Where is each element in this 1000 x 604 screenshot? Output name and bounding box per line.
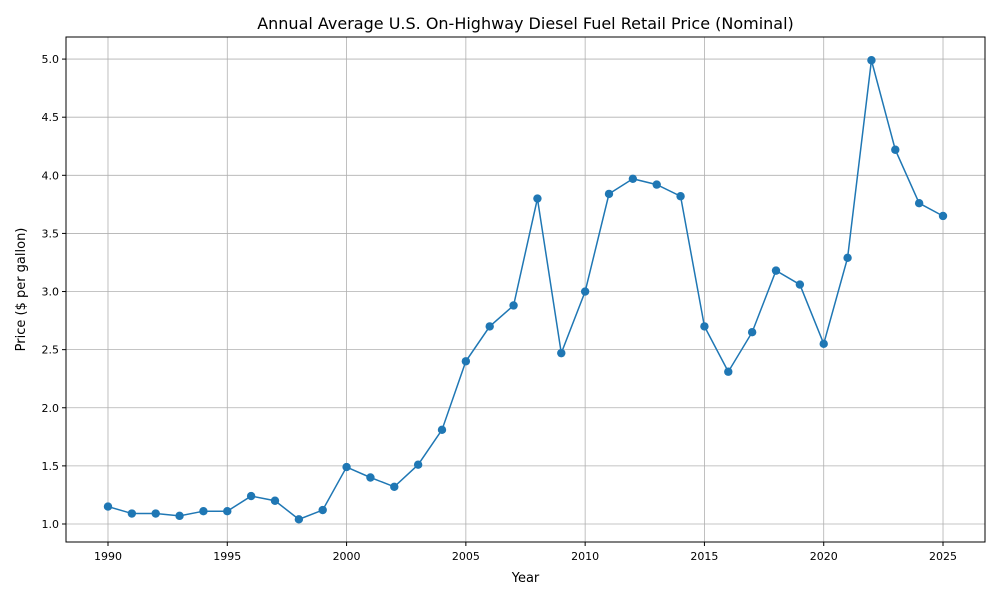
data-point-2005 [461,357,471,366]
y-tick-label: 2.5 [42,344,60,357]
x-axis: 1990 1995 2000 2005 2010 2015 2020 2025 [94,542,957,563]
y-tick-label: 1.0 [42,518,60,531]
x-tick-label: 2015 [690,550,718,563]
data-point-2015 [700,322,709,331]
data-point-2012 [628,174,638,183]
y-tick-label: 4.0 [42,169,60,182]
y-axis: 1.0 1.5 2.0 2.5 3.0 3.5 4.0 4.5 5.0 [42,53,66,531]
series-path [107,60,944,521]
data-point-2008 [533,194,542,203]
data-point-2019 [795,280,805,289]
data-point-2016 [724,367,733,376]
data-point-1993 [175,511,184,521]
plot-frame [65,36,986,543]
data-point-2007 [509,301,518,310]
data-point-2006 [485,322,494,331]
data-point-2013 [652,180,661,189]
data-point-1997 [270,496,280,505]
y-axis-label: Price ($ per gallon) [14,228,29,352]
data-point-2025 [938,211,948,221]
series-line [103,56,948,524]
data-point-2020 [819,339,828,349]
x-tick-label: 2025 [929,550,957,563]
chart-title: Annual Average U.S. On-Highway Diesel Fu… [257,14,794,33]
x-tick-label: 2020 [810,550,838,563]
x-tick-label: 1990 [94,550,122,563]
data-point-1994 [199,507,208,516]
y-tick-label: 3.0 [42,286,60,299]
data-point-2023 [891,145,900,154]
data-point-1999 [318,505,327,515]
data-point-2001 [366,473,375,482]
data-point-2003 [413,460,423,469]
data-point-1991 [127,509,137,518]
y-tick-label: 5.0 [42,53,60,66]
data-point-1996 [246,491,256,501]
x-tick-label: 1995 [213,550,241,563]
x-tick-label: 2005 [452,550,480,563]
data-point-1998 [294,515,304,524]
y-tick-label: 1.5 [42,460,60,473]
y-tick-label: 3.5 [42,227,60,240]
data-point-2004 [437,425,447,435]
y-tick-label: 4.5 [42,111,60,124]
data-point-2017 [747,328,757,337]
data-point-2010 [580,287,590,296]
data-point-2000 [342,462,351,472]
data-point-2018 [771,266,781,275]
data-point-1995 [223,507,232,516]
grid [66,37,985,542]
data-point-2024 [914,199,924,208]
x-tick-label: 2000 [333,550,361,563]
data-point-1992 [151,509,160,518]
data-point-2009 [557,348,566,358]
x-axis-label: Year [511,571,540,586]
y-tick-label: 2.0 [42,402,60,415]
data-point-2011 [604,189,614,199]
data-point-2021 [843,253,852,263]
data-point-2002 [390,482,399,491]
data-point-2014 [676,192,685,201]
data-point-2022 [867,56,876,65]
x-tick-label: 2010 [571,550,599,563]
data-point-1990 [103,502,113,511]
